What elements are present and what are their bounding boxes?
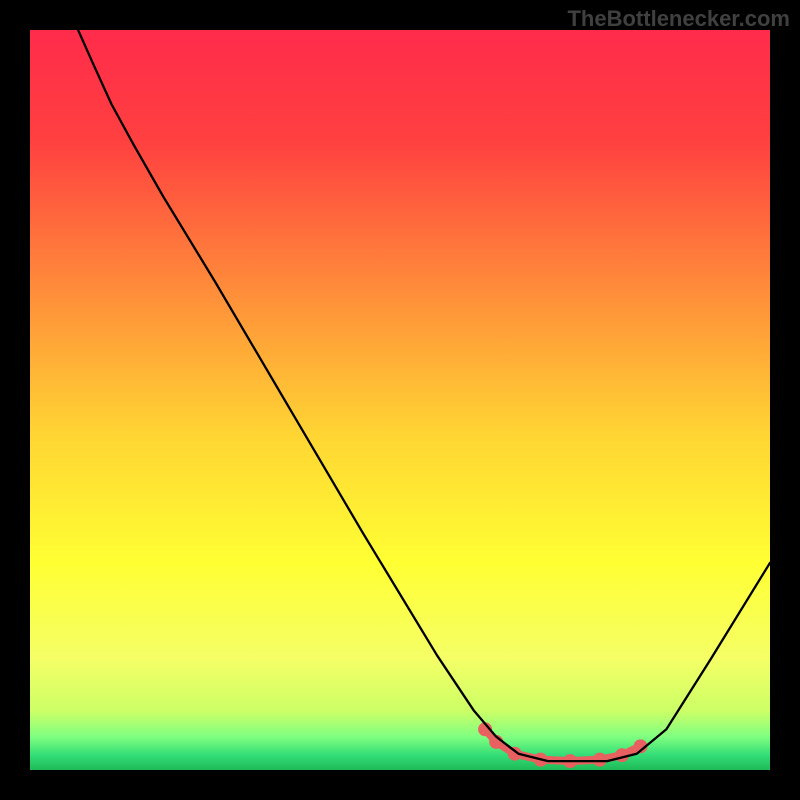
- main-curve: [78, 30, 770, 761]
- chart-area: [30, 30, 770, 770]
- curve-overlay: [30, 30, 770, 770]
- attribution-text: TheBottlenecker.com: [567, 6, 790, 32]
